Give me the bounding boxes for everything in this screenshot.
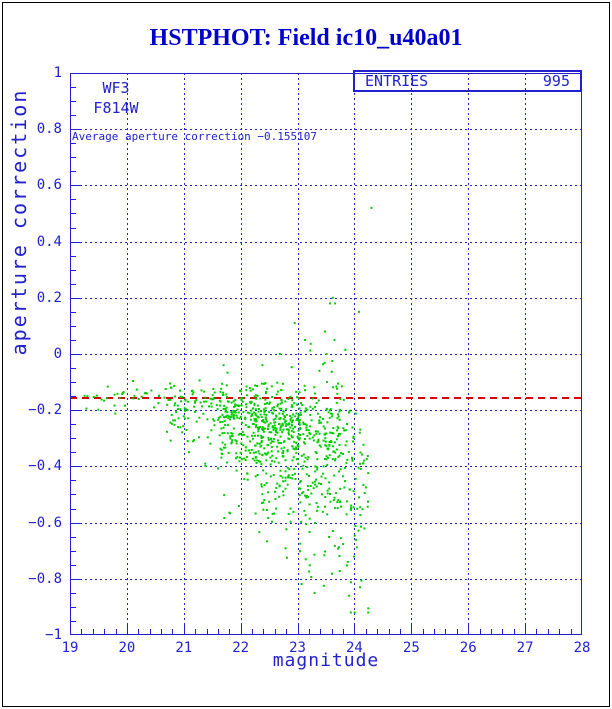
gridline-y-0.4 (70, 242, 582, 243)
y-tick-label-−0.6: −0.6 (28, 514, 62, 531)
filter-label: F814W (93, 99, 139, 117)
y-tick-label-−0.2: −0.2 (28, 402, 62, 419)
entries-stats-box: ENTRIES 995 (353, 70, 582, 92)
x-tick-label-27: 27 (516, 640, 534, 656)
y-tick-label-−1: −1 (45, 627, 62, 643)
entries-value: 995 (542, 72, 570, 90)
y-tick-label-0.8: 0.8 (36, 121, 62, 138)
y-tick-label-−0.8: −0.8 (28, 570, 62, 587)
entries-label: ENTRIES (365, 72, 429, 90)
page-title: HSTPHOT: Field ic10_u40a01 (149, 25, 463, 51)
y-tick-label-0.6: 0.6 (36, 177, 62, 194)
y-tick-label-0: 0 (53, 346, 62, 362)
x-tick-label-19: 19 (61, 640, 79, 656)
gridline-y--0.6 (70, 523, 582, 524)
y-tick-label-0.4: 0.4 (36, 233, 62, 250)
x-tick-label-23: 23 (289, 640, 306, 656)
axis-ticks (70, 73, 572, 635)
x-tick-label-24: 24 (346, 640, 363, 656)
gridline-y--0.4 (70, 466, 582, 467)
x-tick-label-20: 20 (118, 640, 136, 656)
mean-correction-line (70, 397, 582, 399)
x-tick-label-22: 22 (232, 640, 250, 656)
x-axis-title: magnitude (272, 650, 380, 671)
gridline-y--0.8 (70, 579, 582, 580)
y-tick-label-0.2: 0.2 (36, 289, 62, 306)
average-correction-note: Average aperture correction −0.155107 (72, 130, 318, 143)
y-tick-label-−0.4: −0.4 (28, 458, 62, 475)
detector-label: WF3 (102, 79, 130, 97)
plot-frame (70, 73, 582, 635)
scatter-plot-area (70, 73, 582, 635)
x-tick-label-25: 25 (402, 640, 420, 656)
x-tick-label-28: 28 (573, 640, 591, 656)
x-tick-label-26: 26 (459, 640, 477, 656)
scatter-points (83, 206, 373, 614)
gridline-y-0.6 (70, 185, 582, 186)
gridline-y-0.2 (70, 298, 582, 299)
gridline-y-0.8 (70, 129, 582, 130)
x-tick-label-21: 21 (175, 640, 193, 656)
y-tick-label-1: 1 (53, 65, 62, 81)
